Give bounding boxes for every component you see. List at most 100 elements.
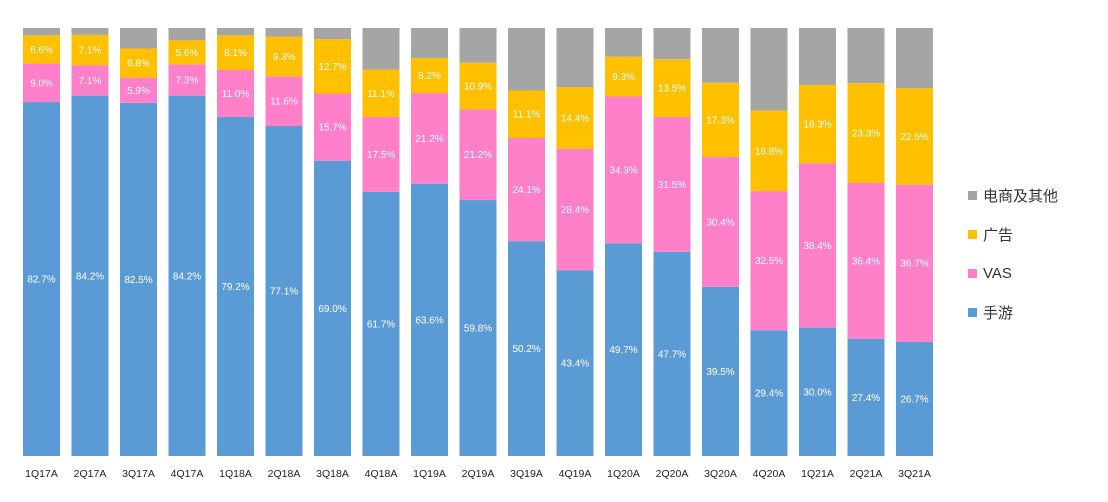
bar-segment <box>411 183 448 457</box>
bar-segment <box>508 241 545 456</box>
legend-swatch <box>968 190 977 200</box>
bar-segment <box>265 126 303 457</box>
bar-segment <box>217 35 254 70</box>
data-label: 11.0% <box>222 89 250 100</box>
data-label: 47.7% <box>658 349 686 360</box>
bar-segment <box>896 28 933 89</box>
bar-segment <box>508 90 545 138</box>
bar-segment <box>120 48 157 78</box>
data-label: 24.1% <box>512 185 540 196</box>
data-label: 82.5% <box>124 275 152 286</box>
bar-segment <box>23 63 60 103</box>
bar-segment <box>750 191 788 331</box>
bar-segment <box>71 34 109 66</box>
bar-segment <box>217 69 254 118</box>
data-label: 59.8% <box>464 324 492 335</box>
data-label: 9.3% <box>273 52 296 63</box>
bar-segment <box>799 327 836 456</box>
bar-segment <box>362 191 400 456</box>
bar-segment <box>799 28 836 85</box>
data-label: 8.2% <box>418 71 441 82</box>
bar-segment <box>459 62 497 110</box>
data-label: 9.3% <box>612 72 635 83</box>
bar-segment <box>265 76 303 127</box>
bar-segment <box>847 338 885 456</box>
data-label: 27.4% <box>852 393 880 404</box>
bar-segment <box>71 95 109 457</box>
bar-segment <box>411 57 448 94</box>
data-label: 84.2% <box>76 271 104 282</box>
legend-label: 广告 <box>983 226 1014 244</box>
data-label: 5.9% <box>127 86 150 97</box>
bar-segment <box>314 28 351 40</box>
bar-segment <box>411 28 448 58</box>
data-label: 39.5% <box>706 367 734 378</box>
bar-segment <box>23 102 60 456</box>
bar-segment <box>120 28 157 49</box>
x-tick-label: 2Q21A <box>850 468 883 480</box>
x-tick-label: 1Q17A <box>25 468 58 480</box>
x-tick-label: 1Q19A <box>413 468 446 480</box>
x-tick-label: 4Q20A <box>753 468 786 480</box>
data-label: 34.3% <box>609 165 637 176</box>
x-tick-label: 4Q18A <box>365 468 398 480</box>
bar-segment <box>605 56 642 97</box>
bar-segment <box>896 184 933 342</box>
data-label: 8.1% <box>224 48 247 59</box>
x-tick-label: 3Q21A <box>898 468 931 480</box>
bar-segment <box>71 65 109 96</box>
bar-segment <box>653 28 691 60</box>
legend-item: 电商及其他 <box>968 182 1058 208</box>
bar-segment <box>362 28 400 70</box>
bar-segment <box>314 160 351 456</box>
x-tick-label: 3Q20A <box>704 468 737 480</box>
data-label: 11.1% <box>367 89 395 100</box>
x-tick-label: 4Q17A <box>171 468 204 480</box>
bar-segment <box>556 148 594 271</box>
data-label: 49.7% <box>609 345 637 356</box>
bar-segment <box>362 117 400 192</box>
x-tick-label: 2Q19A <box>462 468 495 480</box>
bar-segment <box>847 182 885 339</box>
bar-segment <box>653 59 691 118</box>
bar-segment <box>508 28 545 91</box>
x-tick-label: 3Q18A <box>316 468 349 480</box>
bar-segment <box>265 28 303 37</box>
bar-segment <box>750 110 788 192</box>
bar-segment <box>459 28 497 63</box>
data-label: 29.4% <box>755 389 783 400</box>
data-label: 7.1% <box>79 46 102 57</box>
data-label: 26.7% <box>900 394 928 405</box>
x-tick-label: 1Q18A <box>219 468 252 480</box>
data-label: 84.2% <box>173 271 201 282</box>
data-label: 21.2% <box>464 150 492 161</box>
bar-segment <box>896 88 933 185</box>
bar-segment <box>896 341 933 456</box>
legend-label: 手游 <box>983 304 1014 322</box>
data-label: 69.0% <box>318 304 346 315</box>
data-label: 17.3% <box>706 115 734 126</box>
data-label: 31.5% <box>658 180 686 191</box>
bar-segment <box>556 87 594 149</box>
data-label: 82.7% <box>27 275 55 286</box>
data-label: 18.3% <box>803 120 831 131</box>
bar-segment <box>120 77 157 103</box>
data-label: 28.4% <box>561 205 589 216</box>
bar-segment <box>23 35 60 64</box>
legend-swatch <box>968 229 977 239</box>
data-label: 9.0% <box>30 78 53 89</box>
bar-segment <box>168 40 206 65</box>
bar-segment <box>605 96 642 244</box>
bar-segment <box>362 69 400 118</box>
bar-segment <box>702 28 739 83</box>
bar-segment <box>459 109 497 201</box>
bar-segment <box>314 39 351 94</box>
data-label: 5.6% <box>176 48 199 59</box>
x-tick-label: 1Q20A <box>607 468 640 480</box>
data-label: 38.4% <box>803 241 831 252</box>
bar-segment <box>653 251 691 456</box>
data-label: 43.4% <box>561 359 589 370</box>
data-label: 7.1% <box>79 76 102 87</box>
data-label: 32.5% <box>755 256 783 267</box>
x-tick-label: 3Q19A <box>510 468 543 480</box>
